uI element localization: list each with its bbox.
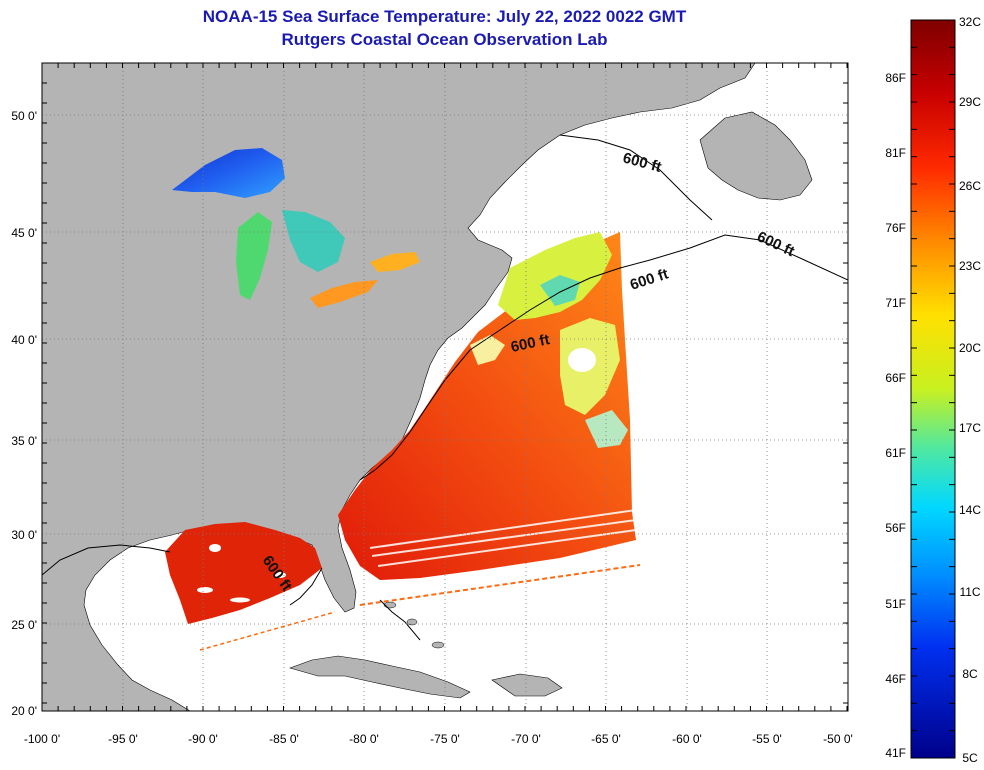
lon-tick-label: -55 0'	[752, 732, 782, 746]
lat-tick-label: 20 0'	[11, 704, 37, 718]
gulf-sparse-track	[199, 611, 336, 651]
lon-tick-label: -70 0'	[511, 732, 541, 746]
map-frame-ticks	[41, 62, 848, 711]
lat-tick-label: 25 0'	[11, 618, 37, 632]
colorbar-fahrenheit-label: 71F	[885, 296, 906, 310]
colorbar-celsius-label: 17C	[959, 421, 981, 435]
lon-tick-label: -90 0'	[188, 732, 218, 746]
longitude-axis: -100 0' -95 0' -90 0' -85 0' -80 0' -75 …	[24, 732, 853, 746]
lon-tick-label: -85 0'	[269, 732, 299, 746]
colorbar-celsius-label: 32C	[959, 15, 981, 29]
latitude-axis: 50 0' 45 0' 40 0' 35 0' 30 0' 25 0' 20 0…	[11, 109, 37, 718]
sst-sparse-track	[359, 564, 641, 606]
colorbar-gradient	[910, 19, 956, 759]
lat-tick-label: 50 0'	[11, 109, 37, 123]
bathymetry-contours-600ft	[42, 134, 848, 641]
colorbar-fahrenheit-label: 61F	[885, 446, 906, 460]
lon-tick-label: -95 0'	[108, 732, 138, 746]
colorbar-celsius-label: 8C	[962, 667, 978, 681]
lon-tick-label: -75 0'	[430, 732, 460, 746]
land-cuba	[289, 655, 471, 699]
colorbar-fahrenheit-label: 56F	[885, 521, 906, 535]
temperature-colorbar: 32C 29C 26C 23C 20C 17C 14C 11C 8C 5C 86…	[885, 15, 981, 765]
lon-tick-label: -65 0'	[591, 732, 621, 746]
lon-tick-label: -80 0'	[349, 732, 379, 746]
lon-tick-label: -60 0'	[672, 732, 702, 746]
colorbar-fahrenheit-label: 46F	[885, 672, 906, 686]
map-graticule	[42, 63, 848, 711]
land-hispaniola	[491, 673, 563, 697]
lon-tick-label: -100 0'	[24, 732, 60, 746]
cloud-streaks	[369, 509, 637, 567]
colorbar-fahrenheit-label: 41F	[885, 746, 906, 760]
map-subtitle: Rutgers Coastal Ocean Observation Lab	[281, 30, 608, 49]
colorbar-celsius-label: 11C	[959, 585, 980, 599]
map-title: NOAA-15 Sea Surface Temperature: July 22…	[202, 7, 687, 26]
sst-swath-atlantic	[338, 232, 636, 580]
colorbar-celsius-label: 14C	[959, 503, 981, 517]
lat-tick-label: 45 0'	[11, 226, 37, 240]
colorbar-celsius-label: 20C	[959, 341, 981, 355]
colorbar-celsius-label: 23C	[959, 259, 981, 273]
lat-tick-label: 35 0'	[11, 434, 37, 448]
great-lakes	[172, 148, 420, 308]
colorbar-celsius-label: 5C	[962, 751, 978, 765]
land-north-america	[42, 63, 756, 711]
sst-swath-gulf	[165, 522, 322, 624]
colorbar-fahrenheit-label: 81F	[885, 146, 906, 160]
lat-tick-label: 40 0'	[11, 333, 37, 347]
colorbar-fahrenheit-label: 51F	[885, 597, 906, 611]
colorbar-fahrenheit-label: 76F	[885, 221, 906, 235]
colorbar-celsius-label: 29C	[959, 95, 981, 109]
colorbar-celsius-label: 26C	[959, 179, 981, 193]
sst-cool-patches	[470, 232, 628, 448]
colorbar-fahrenheit-label: 86F	[885, 71, 906, 85]
gulf-cloud-specks	[197, 544, 286, 603]
lon-tick-label: -50 0'	[823, 732, 853, 746]
land-newfoundland	[699, 111, 813, 201]
lat-tick-label: 30 0'	[11, 528, 37, 542]
colorbar-fahrenheit-label: 66F	[885, 371, 906, 385]
